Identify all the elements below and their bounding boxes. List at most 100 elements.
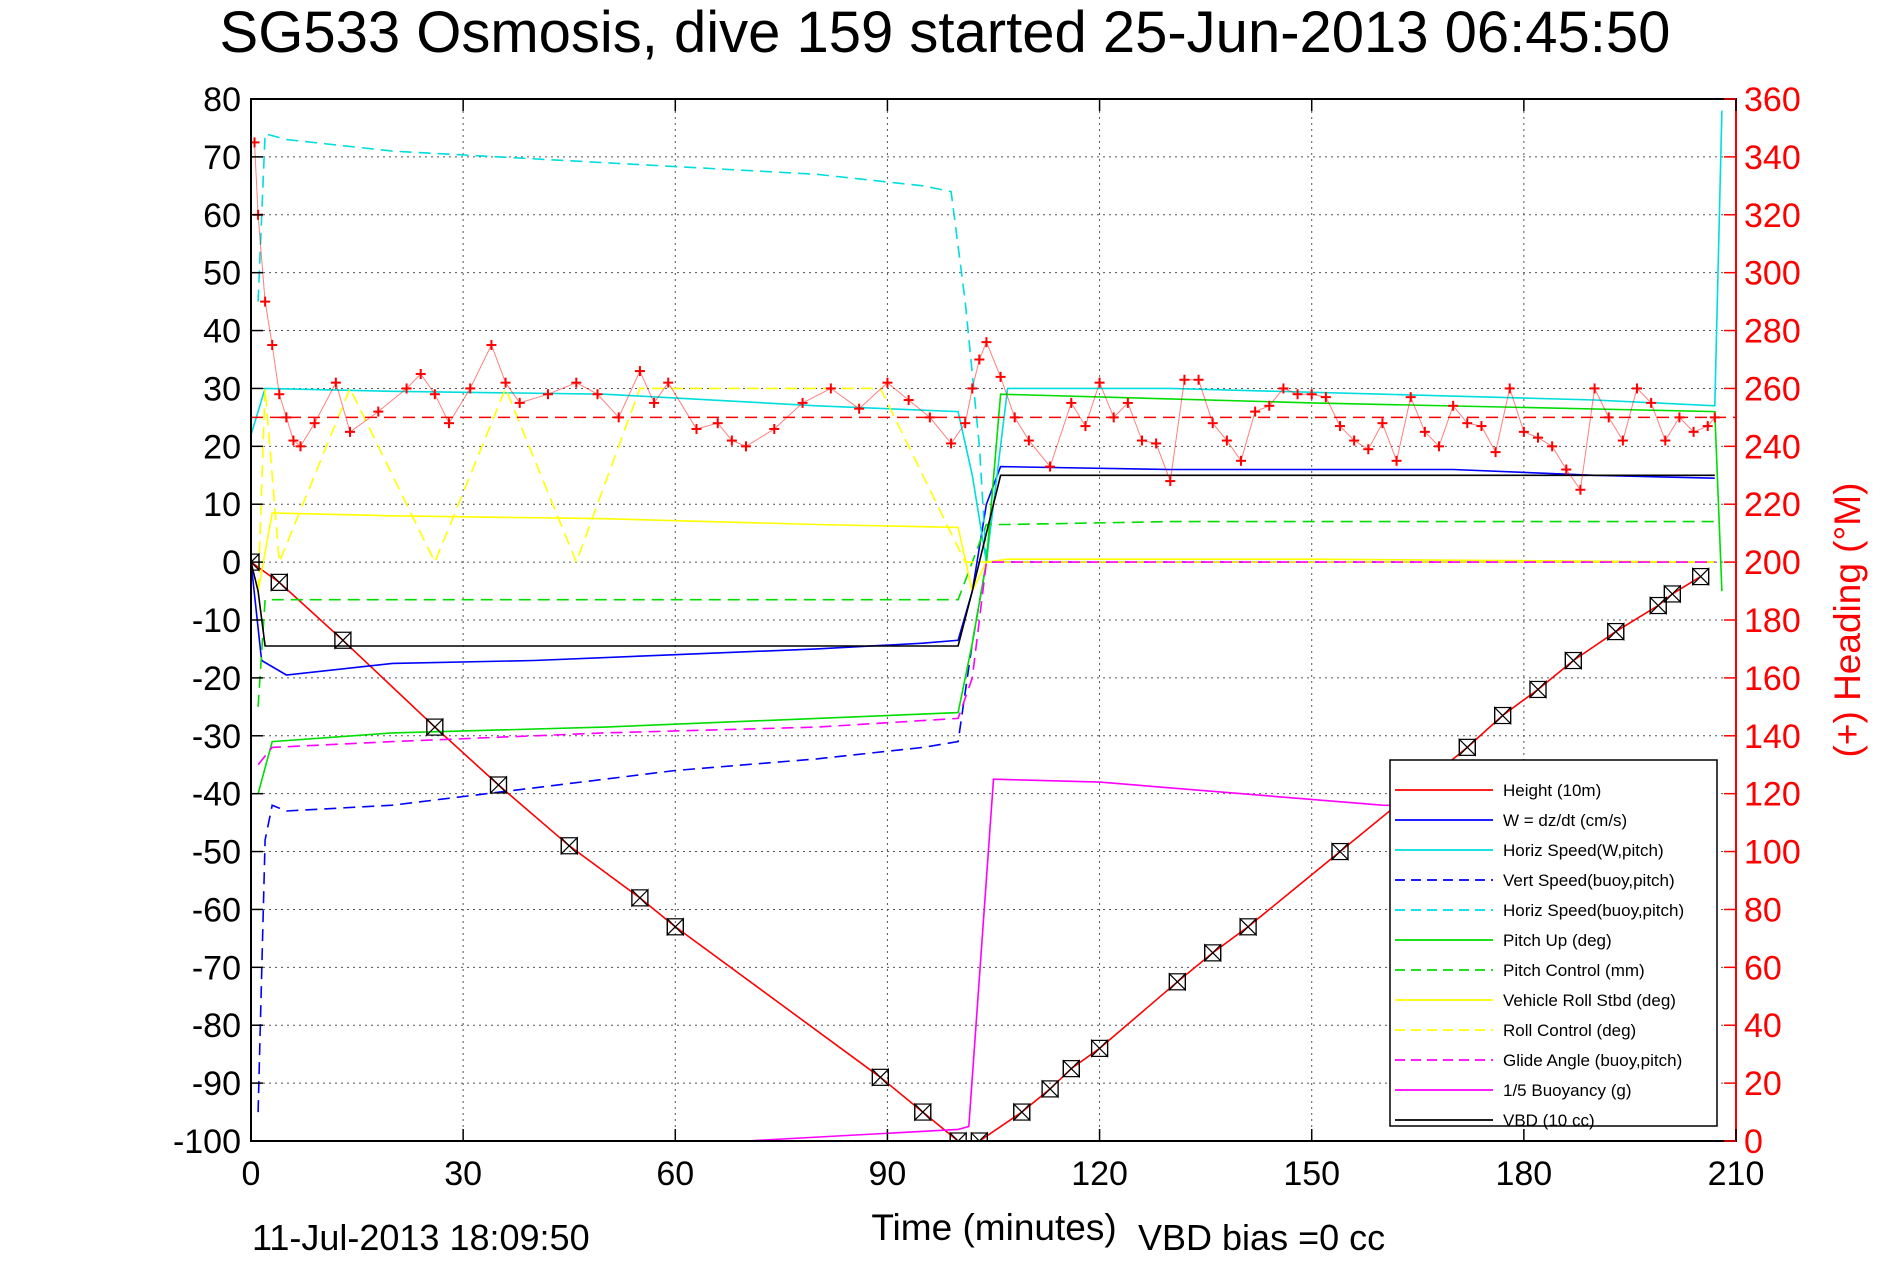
x-tick-label: 60 <box>656 1155 694 1193</box>
y-tick-label: 0 <box>222 544 241 582</box>
legend: Height (10m) W = dz/dt (cm/s) Horiz Speed(… <box>1389 759 1718 1130</box>
y-right-tick-label: 100 <box>1744 834 1801 872</box>
heading-point <box>1207 418 1218 429</box>
heading-point <box>260 296 271 307</box>
heading-point <box>1151 438 1162 449</box>
legend-label-roll-control-deg: Roll Control (deg) <box>1503 1021 1636 1040</box>
heading-point <box>854 403 865 414</box>
heading-point <box>1250 406 1261 417</box>
height-marker <box>666 917 684 937</box>
y-axis-right-label: (+) Heading (°M) <box>1827 483 1868 758</box>
height-marker-cross <box>1564 651 1582 670</box>
y-tick-label: -50 <box>192 834 241 872</box>
heading-point <box>1391 455 1402 466</box>
series-line-w-dz-dt-cm-s <box>251 465 1715 676</box>
chart-title: SG533 Osmosis, dive 159 started 25-Jun-2… <box>220 0 1671 65</box>
heading-point <box>415 368 426 379</box>
heading-point <box>1080 421 1091 432</box>
height-marker-cross <box>270 572 288 592</box>
x-tick-label: 120 <box>1071 1155 1128 1193</box>
height-marker-cross <box>251 552 260 572</box>
x-tick-label: 150 <box>1283 1155 1340 1193</box>
height-marker-cross <box>666 917 684 937</box>
x-tick-label: 0 <box>242 1155 261 1193</box>
heading-point <box>691 423 702 434</box>
heading-point <box>1066 397 1077 408</box>
legend-box <box>1389 759 1718 1127</box>
height-marker <box>489 775 508 795</box>
legend-label-height-10m: Height (10m) <box>1503 781 1601 800</box>
height-marker-cross <box>1458 737 1476 757</box>
heading-point <box>924 412 935 423</box>
y-tick-label: 30 <box>203 370 241 408</box>
heading-point <box>634 366 645 377</box>
height-marker <box>1607 622 1625 642</box>
heading-point <box>825 383 836 394</box>
height-marker-cross <box>489 775 508 795</box>
heading-point <box>1236 455 1246 466</box>
y-tick-label: 60 <box>203 197 241 235</box>
height-marker-cross <box>1239 917 1257 937</box>
heading-point <box>712 418 723 429</box>
height-marker-cross <box>334 630 352 650</box>
heading-point <box>1108 412 1119 423</box>
heading-point <box>571 377 582 388</box>
heading-point <box>1335 421 1345 432</box>
heading-point <box>1023 435 1034 446</box>
y-tick-label: -80 <box>192 1007 241 1045</box>
vbd-bias-label: VBD bias =0 cc <box>1138 1217 1385 1258</box>
heading-point <box>1448 400 1459 411</box>
heading-point <box>1547 441 1558 452</box>
height-marker-cross <box>1607 622 1625 642</box>
heading-point <box>1320 392 1331 403</box>
heading-point <box>960 418 971 429</box>
height-marker-box <box>949 1132 967 1141</box>
height-marker-cross <box>1041 1079 1059 1099</box>
height-marker <box>1331 842 1349 862</box>
heading-point <box>1476 421 1487 432</box>
heading-point <box>726 435 737 446</box>
heading-point <box>1009 412 1020 423</box>
heading-point <box>995 371 1006 382</box>
height-marker <box>270 572 288 592</box>
height-marker <box>871 1067 889 1087</box>
legend-label-horiz-speed-w-pitch: Horiz Speed(W,pitch) <box>1503 841 1664 860</box>
heading-point <box>1589 383 1600 394</box>
x-tick-label: 210 <box>1708 1155 1765 1193</box>
heading-point <box>1165 476 1176 487</box>
series-line-glide-angle-buoy-pitch <box>257 561 1715 766</box>
heading-point <box>1462 418 1473 429</box>
heading-point <box>1561 464 1572 475</box>
heading-point <box>1094 377 1105 388</box>
series-line-height-10m <box>251 561 1702 1141</box>
heading-point <box>882 377 893 388</box>
heading-point <box>1504 383 1515 394</box>
y-tick-label: 20 <box>203 428 241 466</box>
heading-point <box>1377 418 1388 429</box>
heading-point <box>281 412 292 423</box>
y-tick-label: -20 <box>192 660 241 698</box>
legend-label-glide-angle-buoy-pitch: Glide Angle (buoy,pitch) <box>1503 1051 1682 1070</box>
heading-point <box>946 438 957 449</box>
y-right-tick-label: 0 <box>1744 1123 1763 1161</box>
heading-point <box>1632 383 1642 394</box>
heading-point <box>592 389 603 400</box>
height-marker <box>334 630 352 650</box>
legend-label-w-dz-dt-cm-s: W = dz/dt (cm/s) <box>1503 811 1627 830</box>
height-marker <box>1649 596 1667 615</box>
series-line-pitch-control-mm <box>257 520 1715 707</box>
heading-point <box>267 340 278 351</box>
height-marker-cross <box>1663 584 1681 604</box>
height-marker <box>1013 1102 1031 1122</box>
y-right-tick-label: 360 <box>1744 81 1801 119</box>
height-marker <box>970 1131 988 1141</box>
series-line-1-5-buoyancy-g <box>745 778 1489 1141</box>
heading-point <box>500 377 511 388</box>
heading-point <box>1617 435 1628 446</box>
y-tick-label: -60 <box>192 891 241 929</box>
height-marker <box>1692 567 1710 587</box>
heading-point <box>1646 397 1657 408</box>
height-marker <box>914 1102 932 1122</box>
heading-point <box>345 426 355 437</box>
